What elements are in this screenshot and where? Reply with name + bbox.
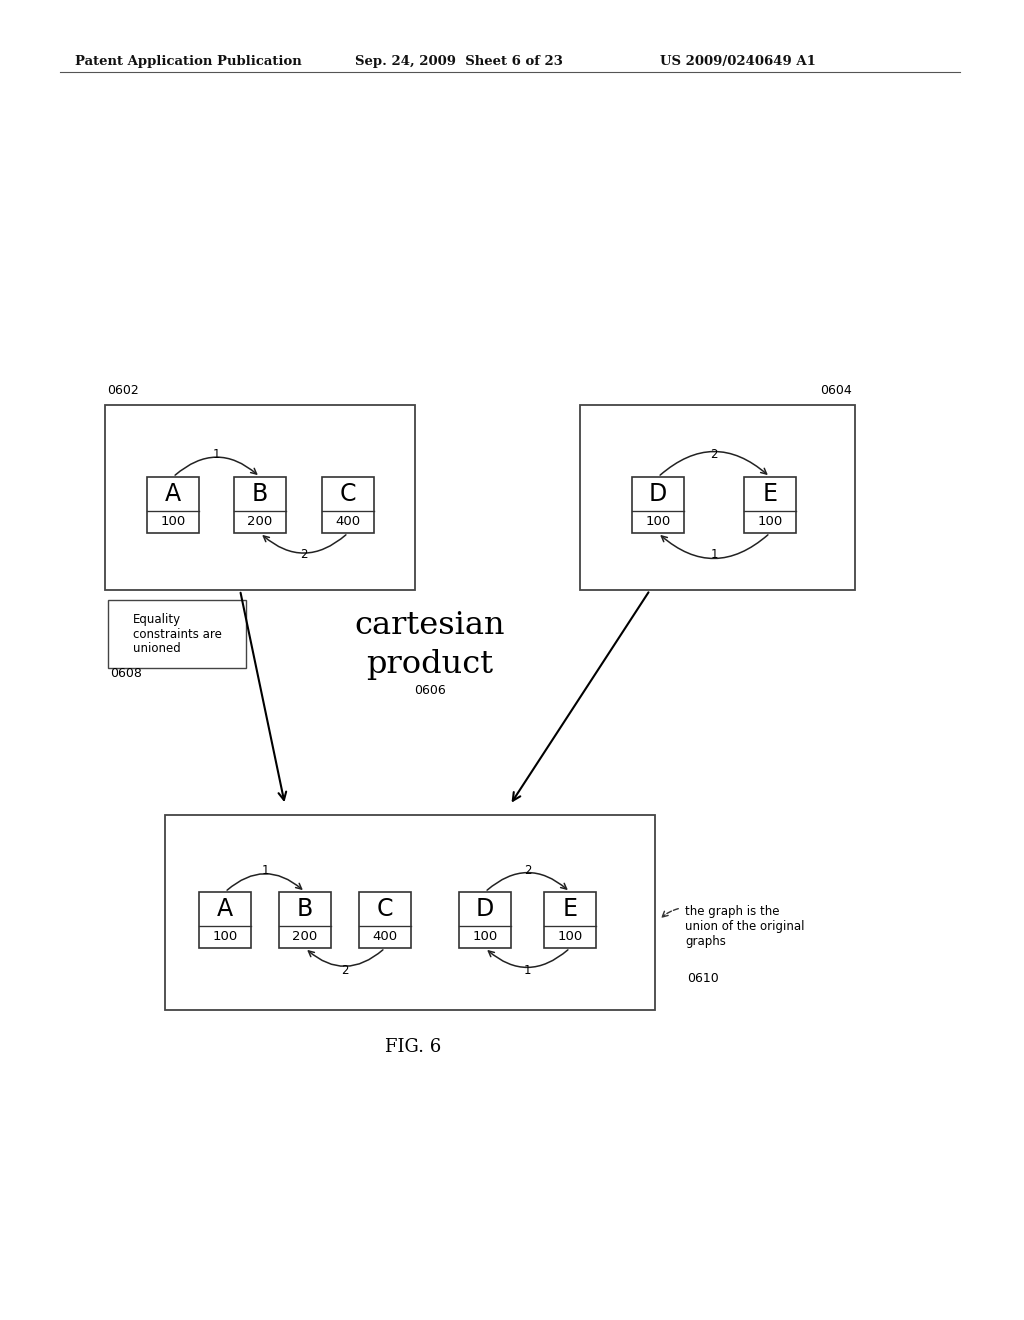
Text: 0604: 0604: [820, 384, 852, 397]
Text: 2: 2: [711, 449, 718, 462]
Text: 1: 1: [523, 964, 531, 977]
FancyArrowPatch shape: [662, 535, 768, 558]
Text: FIG. 6: FIG. 6: [385, 1038, 441, 1056]
Bar: [580, 405, 855, 590]
Bar: [108, 601, 246, 668]
Text: US 2009/0240649 A1: US 2009/0240649 A1: [660, 55, 816, 69]
Text: C: C: [340, 482, 356, 506]
Text: A: A: [217, 896, 233, 921]
Bar: [322, 477, 374, 533]
FancyArrowPatch shape: [308, 950, 383, 966]
Text: A: A: [165, 482, 181, 506]
Text: Sep. 24, 2009  Sheet 6 of 23: Sep. 24, 2009 Sheet 6 of 23: [355, 55, 563, 69]
Text: 100: 100: [645, 515, 671, 528]
Text: 100: 100: [161, 515, 185, 528]
Text: 2: 2: [523, 863, 531, 876]
Text: 1: 1: [711, 549, 718, 561]
Bar: [459, 892, 511, 948]
Text: cartesian
product: cartesian product: [354, 610, 505, 680]
Text: 200: 200: [293, 931, 317, 944]
Text: D: D: [649, 482, 667, 506]
Text: E: E: [562, 896, 578, 921]
FancyArrowPatch shape: [487, 873, 566, 890]
Text: 2: 2: [300, 549, 308, 561]
Text: 100: 100: [557, 931, 583, 944]
Text: the graph is the
union of the original
graphs: the graph is the union of the original g…: [685, 906, 805, 948]
FancyArrowPatch shape: [660, 451, 767, 475]
Text: 1: 1: [213, 449, 220, 462]
Text: 400: 400: [373, 931, 397, 944]
Bar: [279, 892, 331, 948]
FancyArrowPatch shape: [488, 950, 568, 968]
Text: Patent Application Publication: Patent Application Publication: [75, 55, 302, 69]
Text: 100: 100: [758, 515, 782, 528]
Text: 100: 100: [472, 931, 498, 944]
Text: 0608: 0608: [110, 667, 142, 680]
Text: B: B: [252, 482, 268, 506]
Bar: [544, 892, 596, 948]
Bar: [199, 892, 251, 948]
Text: 100: 100: [212, 931, 238, 944]
Text: 200: 200: [248, 515, 272, 528]
FancyArrowPatch shape: [175, 457, 257, 475]
Text: 2: 2: [341, 964, 349, 977]
Text: 0602: 0602: [106, 384, 138, 397]
Text: B: B: [297, 896, 313, 921]
Text: C: C: [377, 896, 393, 921]
Text: E: E: [763, 482, 777, 506]
Text: D: D: [476, 896, 495, 921]
Bar: [165, 814, 655, 1010]
Text: 400: 400: [336, 515, 360, 528]
Bar: [105, 405, 415, 590]
FancyArrowPatch shape: [263, 535, 346, 553]
Text: 0610: 0610: [687, 972, 719, 985]
Bar: [359, 892, 411, 948]
Bar: [147, 477, 199, 533]
Bar: [632, 477, 684, 533]
Bar: [234, 477, 286, 533]
Text: 1: 1: [261, 863, 268, 876]
Bar: [744, 477, 796, 533]
Text: 0606: 0606: [414, 684, 445, 697]
FancyArrowPatch shape: [227, 874, 302, 890]
Text: Equality
constraints are
unioned: Equality constraints are unioned: [132, 612, 221, 656]
